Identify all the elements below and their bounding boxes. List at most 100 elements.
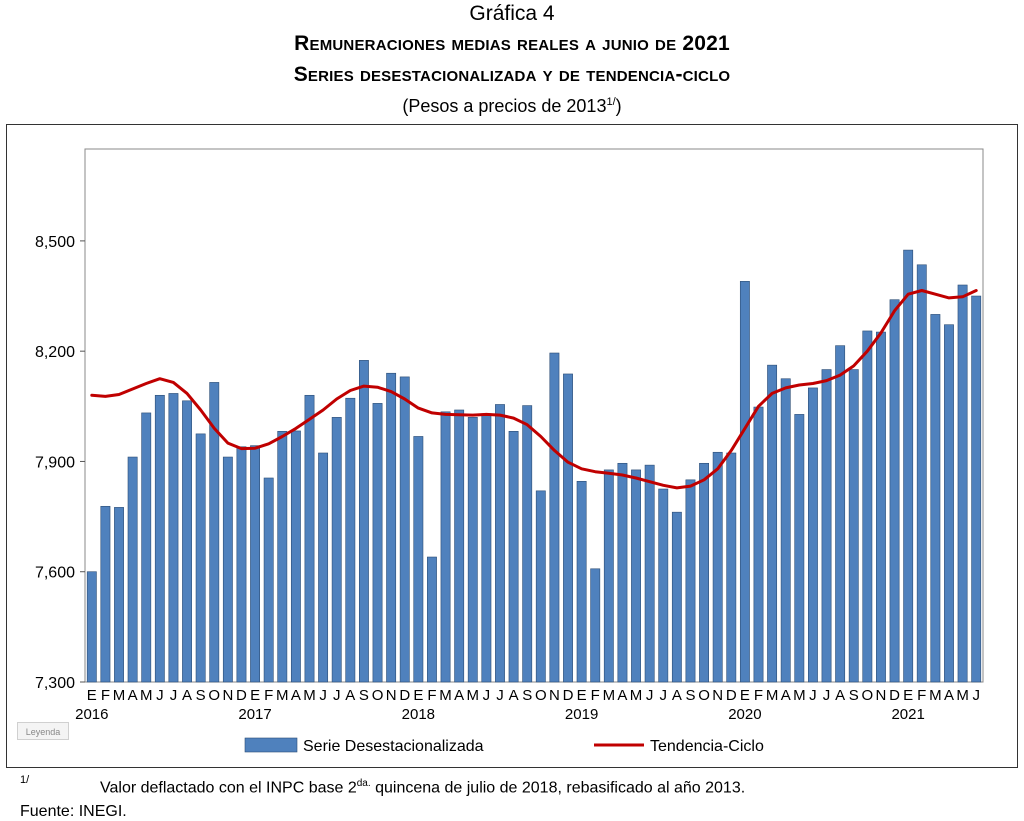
bar [671,511,682,683]
bar [971,295,982,683]
bar [590,568,601,683]
x-month-label: E [903,687,913,704]
chart-subtitle: Series desestacionalizada y de tendencia… [293,63,731,86]
bar [277,431,288,683]
chart-unit: (Pesos a precios de 20131/) [0,90,1024,118]
bar [290,430,301,683]
x-month-label: J [319,687,327,704]
bar [876,331,886,683]
chart-frame: 7,300 7,600 7,900 8,200 8,500 E F M A M J J A S O N D E F M… [6,124,1018,768]
bar [454,409,465,683]
x-month-label: M [140,687,153,704]
x-year-label: 2019 [565,706,598,723]
bar [427,556,437,683]
x-month-label: S [196,687,206,704]
x-month-label: F [754,687,763,704]
bar [631,469,641,683]
x-month-label: F [917,687,926,704]
bar [508,431,519,683]
bar [331,417,342,683]
bar [535,490,546,683]
x-month-label: J [496,687,504,704]
bar [753,406,764,683]
bar [835,345,846,683]
x-month-label: M [766,687,779,704]
bar [549,352,560,683]
unit-text: (Pesos a precios de 2013 [402,96,607,116]
x-year-label: 2020 [728,706,761,723]
x-month-label: S [359,687,369,704]
bar [576,480,587,683]
x-month-label: A [835,687,845,704]
footnote-text: Valor deflactado con el INPC base 2da. q… [100,778,745,797]
bar [127,456,138,683]
x-month-label: D [399,687,410,704]
bar [413,436,424,683]
bar [304,394,315,683]
bar [563,373,573,683]
bar [739,281,750,683]
trend-line [90,289,978,490]
legend-line-label: Tendencia-Ciclo [650,738,764,755]
x-month-label: S [685,687,695,704]
x-month-label: D [889,687,900,704]
x-month-label: S [849,687,859,704]
x-month-label: D [236,687,247,704]
bar [372,403,383,683]
bar [930,314,941,683]
bar [848,369,859,683]
bar [86,571,97,683]
unit-close: ) [615,96,622,116]
x-month-label: M [956,687,969,704]
x-month-label: A [291,687,301,704]
footnote-mark: 1/ [20,774,30,786]
bar [467,417,478,683]
bar [685,479,696,683]
x-year-label: 2018 [402,706,435,723]
bar [495,404,505,683]
x-month-label: A [617,687,627,704]
x-month-label: N [876,687,887,704]
bar [358,360,369,683]
bar [957,284,968,683]
bar [399,376,410,683]
bar [767,364,778,683]
bar [168,393,179,683]
x-month-label: S [522,687,532,704]
bar [195,433,206,683]
legend-bar-swatch [244,737,298,753]
plot-area [84,148,984,683]
bar [222,456,233,683]
x-month-label: J [333,687,341,704]
bar [522,405,533,683]
footnote-text-after: quincena de julio de 2018, rebasificado … [370,779,746,797]
x-month-label: M [303,687,316,704]
bar [726,452,737,683]
bar [699,462,710,683]
x-year-label: 2017 [238,706,271,723]
legend-bar-label: Serie Desestacionalizada [303,738,484,755]
legend-tag[interactable]: Leyenda [17,722,69,740]
bar [916,264,927,683]
x-month-label: O [698,687,710,704]
bar [209,382,220,683]
x-month-label: O [862,687,874,704]
x-month-label: J [660,687,668,704]
x-month-label: N [386,687,397,704]
x-month-label: M [603,687,616,704]
y-tick-label: 7,600 [35,565,75,582]
chart-number: Gráfica 4 [469,2,555,25]
x-month-label: N [549,687,560,704]
y-tick-label: 8,200 [35,344,75,361]
x-month-label: A [509,687,519,704]
bar [794,414,805,683]
chart-header: Gráfica 4 Remuneraciones medias reales a… [0,0,1024,118]
x-month-label: J [972,687,980,704]
bar [250,445,261,683]
bar [617,462,628,683]
x-month-label: A [454,687,464,704]
bar [114,507,124,683]
x-month-label: O [535,687,547,704]
bar [182,400,192,683]
x-month-label: M [439,687,452,704]
